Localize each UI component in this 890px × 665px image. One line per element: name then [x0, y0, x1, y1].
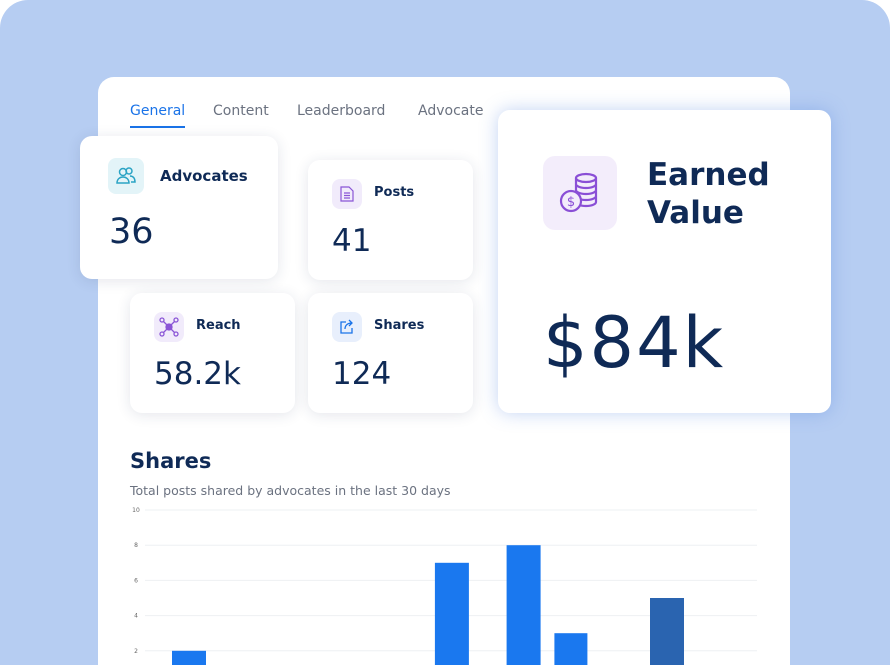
reach-card[interactable]: Reach 58.2k [130, 293, 295, 413]
bar[interactable] [172, 650, 206, 665]
earned-label-line2: Value [647, 195, 744, 231]
tab-leaderboard[interactable]: Leaderboard [297, 103, 386, 119]
earned-label-line1: Earned [647, 157, 770, 193]
y-tick-label: 6 [134, 577, 138, 584]
earned-value-card[interactable]: $ Earned Value $84k [498, 110, 831, 413]
shares-label: Shares [374, 318, 425, 333]
tab-general[interactable]: General [130, 103, 186, 128]
shares-value: 124 [332, 356, 392, 392]
chart-title: Shares [130, 449, 212, 473]
advocates-label: Advocates [160, 167, 248, 185]
earned-value-amount: $84k [543, 302, 726, 384]
tab-content[interactable]: Content [213, 103, 269, 119]
share-icon [332, 312, 362, 342]
y-tick-label: 10 [132, 507, 140, 514]
y-tick-label: 8 [134, 542, 138, 549]
svg-text:$: $ [567, 195, 575, 210]
bar[interactable] [506, 545, 541, 665]
advocates-value: 36 [109, 212, 154, 252]
bar[interactable] [434, 562, 469, 665]
shares-card[interactable]: Shares 124 [308, 293, 473, 413]
reach-label: Reach [196, 318, 241, 333]
posts-label: Posts [374, 185, 415, 200]
users-icon [108, 158, 144, 194]
earned-value-label: Earned Value [647, 156, 770, 232]
y-tick-label: 2 [134, 648, 138, 655]
bar[interactable] [650, 598, 684, 665]
reach-value: 58.2k [154, 356, 241, 392]
y-tick-label: 4 [134, 613, 138, 620]
advocates-card[interactable]: Advocates 36 [80, 136, 278, 279]
posts-value: 41 [332, 223, 372, 259]
network-icon [154, 312, 184, 342]
posts-card[interactable]: Posts 41 [308, 160, 473, 280]
bar[interactable] [554, 633, 588, 665]
document-icon [332, 179, 362, 209]
chart-subtitle: Total posts shared by advocates in the l… [130, 483, 451, 498]
tab-advocate[interactable]: Advocate [418, 103, 484, 119]
coins-icon: $ [543, 156, 617, 230]
